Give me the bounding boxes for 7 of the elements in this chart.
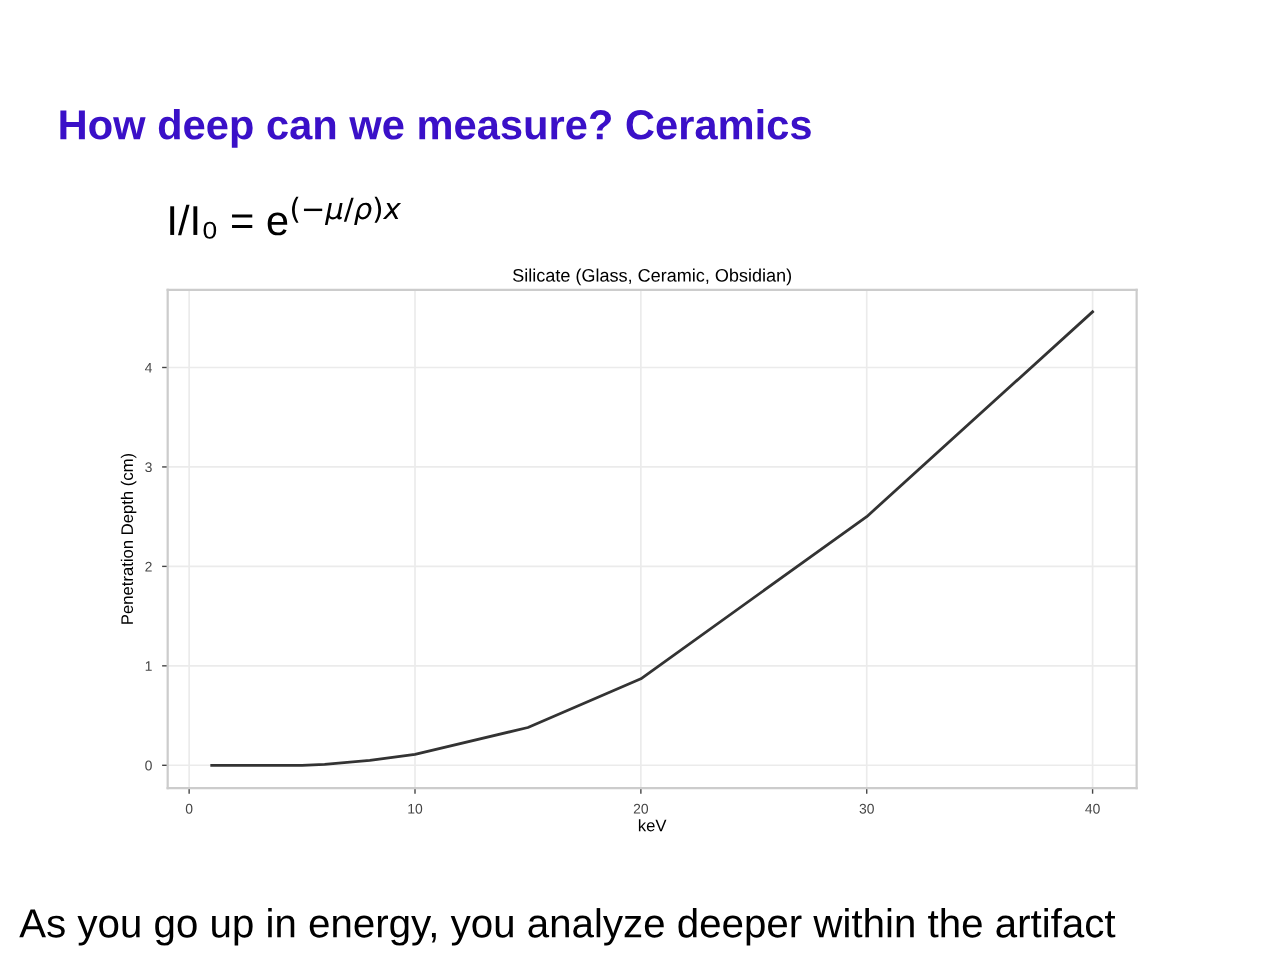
x-axis-title: keV <box>638 819 667 832</box>
y-axis-title: Penetration Depth (cm) <box>120 453 137 624</box>
chart-title: How deep can we measure? Ceramics <box>60 109 811 148</box>
chart-subtitle: Silicate (Glass, Ceramic, Obsidian) <box>513 268 792 286</box>
line-series <box>210 310 1094 767</box>
text: I/I₀ = e$^{(−μ/ρ)x}$ <box>170 196 402 239</box>
text: As you go up in energy, you analyze deeper within the artifact <box>19 908 1116 946</box>
